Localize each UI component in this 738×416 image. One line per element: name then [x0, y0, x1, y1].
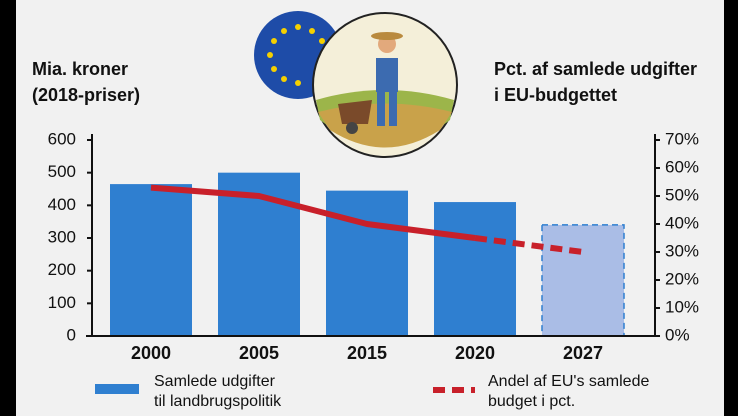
bar [326, 191, 408, 336]
chart: Mia. kroner (2018-priser) Pct. af samlede… [0, 0, 738, 416]
axis-title-line: (2018-priser) [32, 85, 140, 105]
bar [110, 184, 192, 336]
axis-title-line: i EU-budgettet [494, 85, 617, 105]
x-tick-label: 2005 [239, 343, 279, 363]
y-tick-label: 500 [48, 162, 76, 181]
y2-tick-label: 70% [665, 129, 699, 148]
x-tick-label: 2020 [455, 343, 495, 363]
y2-tick-label: 20% [665, 269, 699, 288]
legend-label: Andel af EU's samlede [488, 373, 649, 390]
y2-tick-label: 50% [665, 185, 699, 204]
legend-label: Samlede udgifter [154, 373, 276, 390]
x-tick-label: 2027 [563, 343, 603, 363]
legend-swatch [95, 384, 139, 394]
bar [434, 202, 516, 336]
y2-tick-label: 40% [665, 213, 699, 232]
y-tick-label: 100 [48, 293, 76, 312]
y-tick-label: 400 [48, 195, 76, 214]
y-tick-label: 200 [48, 260, 76, 279]
y2-tick-label: 30% [665, 241, 699, 260]
y-tick-label: 300 [48, 227, 76, 246]
x-tick-label: 2000 [131, 343, 171, 363]
y2-tick-label: 60% [665, 157, 699, 176]
legend-label: budget i pct. [488, 393, 575, 410]
bar [542, 225, 624, 336]
axis-title-line: Mia. kroner [32, 59, 128, 79]
legend-label: til landbrugspolitik [154, 393, 282, 410]
y-tick-label: 600 [48, 129, 76, 148]
y2-tick-label: 10% [665, 297, 699, 316]
y-tick-label: 0 [67, 325, 76, 344]
axis-title-line: Pct. af samlede udgifter [494, 59, 697, 79]
y2-tick-label: 0% [665, 325, 690, 344]
x-tick-label: 2015 [347, 343, 387, 363]
